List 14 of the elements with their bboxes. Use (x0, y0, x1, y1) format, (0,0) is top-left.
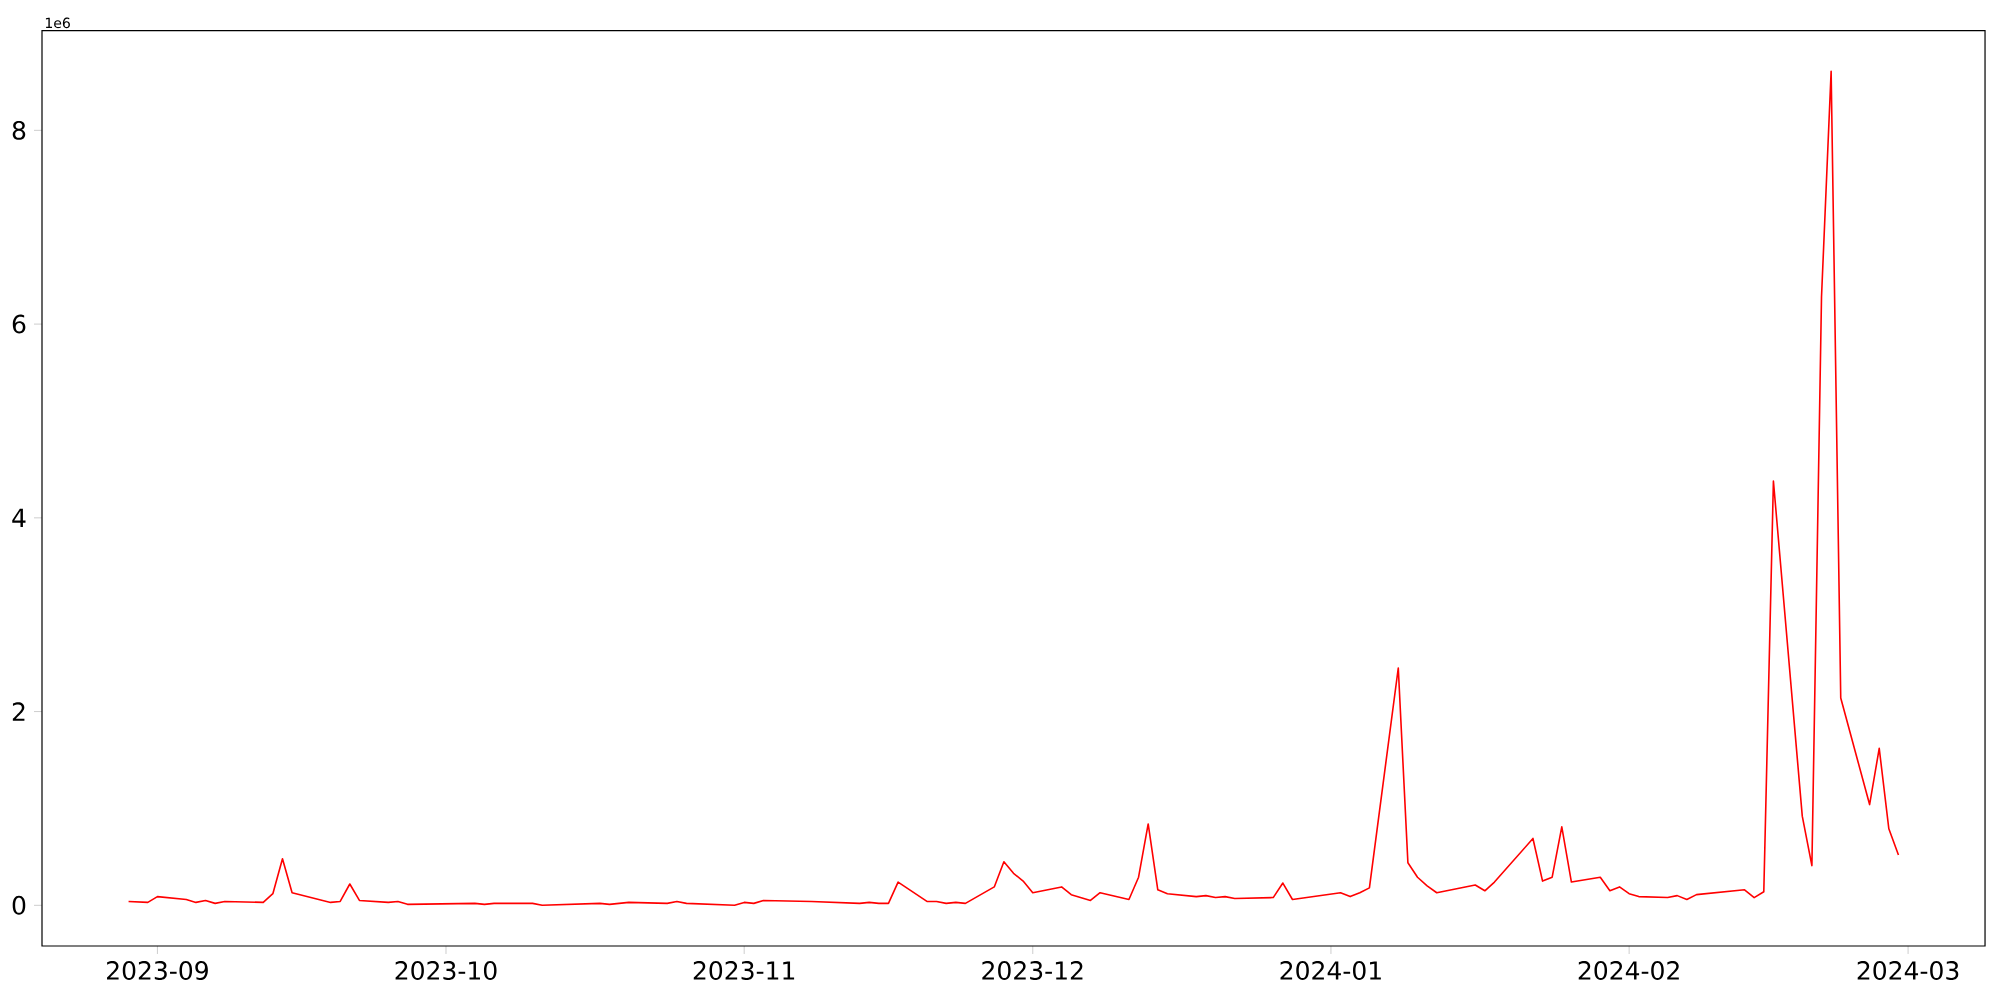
y-tick-label: 8 (12, 120, 26, 140)
x-tick-label: 2024-02 (1578, 961, 1679, 980)
text: 1e6 (45, 17, 70, 29)
y-tick-label: 4 (12, 508, 26, 527)
x-tick-label: 2023-10 (395, 961, 497, 980)
y-tick-label: 0 (12, 895, 26, 915)
x-tick-label: 2023-12 (982, 961, 1083, 980)
y-tick-label: 6 (12, 314, 26, 334)
y-tick-label: 2 (12, 702, 25, 721)
line-series (127, 70, 1900, 907)
x-tick-label: 2024-01 (1280, 961, 1381, 980)
x-tick-label: 2023-11 (693, 961, 795, 980)
x-tick-label: 2024-03 (1857, 961, 1959, 980)
x-tick-label: 2023-09 (107, 961, 208, 980)
